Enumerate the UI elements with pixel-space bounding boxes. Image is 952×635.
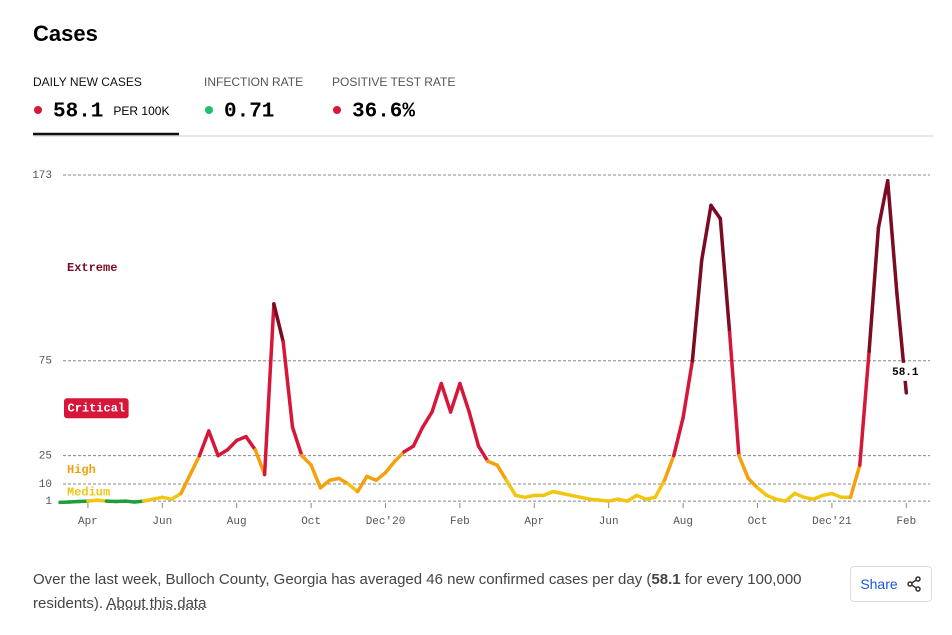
tab-dot — [333, 106, 341, 114]
share-icon — [906, 576, 921, 592]
summary-text: Over the last week, Bulloch County, Geor… — [33, 571, 652, 588]
tab-value: 0.71 — [224, 101, 274, 124]
x-tick-label: Jun — [152, 516, 172, 528]
line-segment — [495, 463, 509, 482]
y-tick-label: 25 — [39, 451, 52, 463]
tab-label: INFECTION RATE — [204, 75, 303, 89]
line-segment — [207, 429, 220, 458]
line-segment — [662, 453, 676, 482]
line-segment — [672, 415, 685, 458]
line-segment — [169, 491, 183, 501]
line-segment — [197, 429, 211, 458]
line-segment — [727, 330, 741, 458]
band-label: Extreme — [67, 261, 117, 275]
line-segment — [625, 493, 639, 503]
line-segment — [309, 463, 323, 490]
line-segment — [216, 448, 230, 458]
line-segment — [244, 434, 258, 452]
line-segment — [699, 203, 713, 263]
line-segment — [737, 453, 750, 481]
summary-text: for every 100,000 residents). — [33, 571, 802, 612]
line-segment — [290, 425, 304, 458]
line-segment — [876, 178, 890, 230]
line-segment — [179, 472, 192, 496]
band-badge — [64, 398, 129, 419]
line-segment — [746, 476, 760, 490]
tab-value: 36.6% — [352, 101, 415, 124]
line-segment — [225, 438, 239, 452]
band-label: Critical — [68, 401, 126, 415]
line-segment — [885, 178, 899, 297]
tab-label: POSITIVE TEST RATE — [332, 75, 455, 89]
share-button[interactable]: Share — [850, 566, 932, 602]
line-segment — [393, 450, 406, 464]
line-segment — [420, 410, 434, 429]
x-tick-label: Apr — [78, 516, 98, 528]
y-tick-label: 10 — [39, 479, 52, 491]
line-segment — [430, 381, 444, 414]
line-segment — [467, 410, 481, 448]
summary-bold: 58.1 — [651, 571, 681, 588]
title: Cases — [33, 21, 98, 46]
x-tick-label: Feb — [896, 516, 916, 528]
line-segment — [439, 381, 453, 414]
band-label: High — [67, 463, 96, 477]
summary: Over the last week, Bulloch County, Geor… — [33, 568, 803, 616]
line-segment — [374, 470, 388, 482]
line-segment — [681, 359, 695, 420]
line-segment — [718, 216, 732, 335]
chart: Cases DAILY NEW CASES 58.1 PER 100K INFECTI… — [32, 21, 933, 528]
line-segment — [448, 381, 462, 414]
share-label: Share — [860, 576, 898, 592]
line-segment — [346, 482, 360, 494]
line-segment — [272, 302, 285, 344]
line-segment — [783, 491, 797, 503]
line-segment — [858, 349, 871, 467]
line-segment — [848, 463, 862, 500]
line-segment — [709, 203, 723, 221]
line-segment — [476, 444, 490, 464]
x-tick-label: Dec'20 — [366, 516, 406, 528]
line-segment — [653, 478, 667, 500]
line-segment — [355, 474, 369, 494]
line-segment — [281, 340, 295, 429]
x-tick-label: Oct — [748, 516, 768, 528]
tab-dot — [205, 106, 213, 114]
tab-label: DAILY NEW CASES — [33, 75, 142, 89]
line-segment — [188, 453, 202, 477]
line-segment — [690, 258, 704, 363]
line-segment — [458, 381, 471, 414]
tab-value: 58.1 — [53, 101, 103, 124]
y-tick-label: 75 — [39, 356, 52, 368]
x-tick-label: Aug — [673, 516, 693, 528]
x-tick-label: Aug — [227, 516, 247, 528]
x-tick-label: Oct — [301, 516, 321, 528]
x-tick-label: Jun — [599, 516, 619, 528]
line-segment — [300, 453, 313, 467]
line-segment — [755, 486, 769, 498]
y-tick-label: 173 — [32, 170, 52, 182]
line-segment — [262, 302, 276, 477]
line-segment — [383, 459, 397, 475]
tab-dot — [34, 106, 42, 114]
x-tick-label: Feb — [450, 516, 470, 528]
value-label: 58.1 — [892, 367, 919, 379]
line-segment — [402, 444, 416, 454]
line-segment — [867, 226, 881, 354]
line-segment — [411, 425, 425, 448]
line-segment — [504, 478, 518, 498]
value-label-bg — [887, 362, 924, 381]
tab-unit: PER 100K — [113, 104, 169, 118]
line-segment — [337, 476, 351, 486]
line-segment — [253, 448, 267, 477]
band-label: Medium — [67, 486, 110, 500]
x-tick-label: Dec'21 — [812, 516, 852, 528]
y-tick-label: 1 — [45, 496, 52, 508]
x-tick-label: Apr — [524, 516, 544, 528]
about-link[interactable]: About this data — [106, 595, 207, 612]
line-segment — [318, 478, 332, 490]
